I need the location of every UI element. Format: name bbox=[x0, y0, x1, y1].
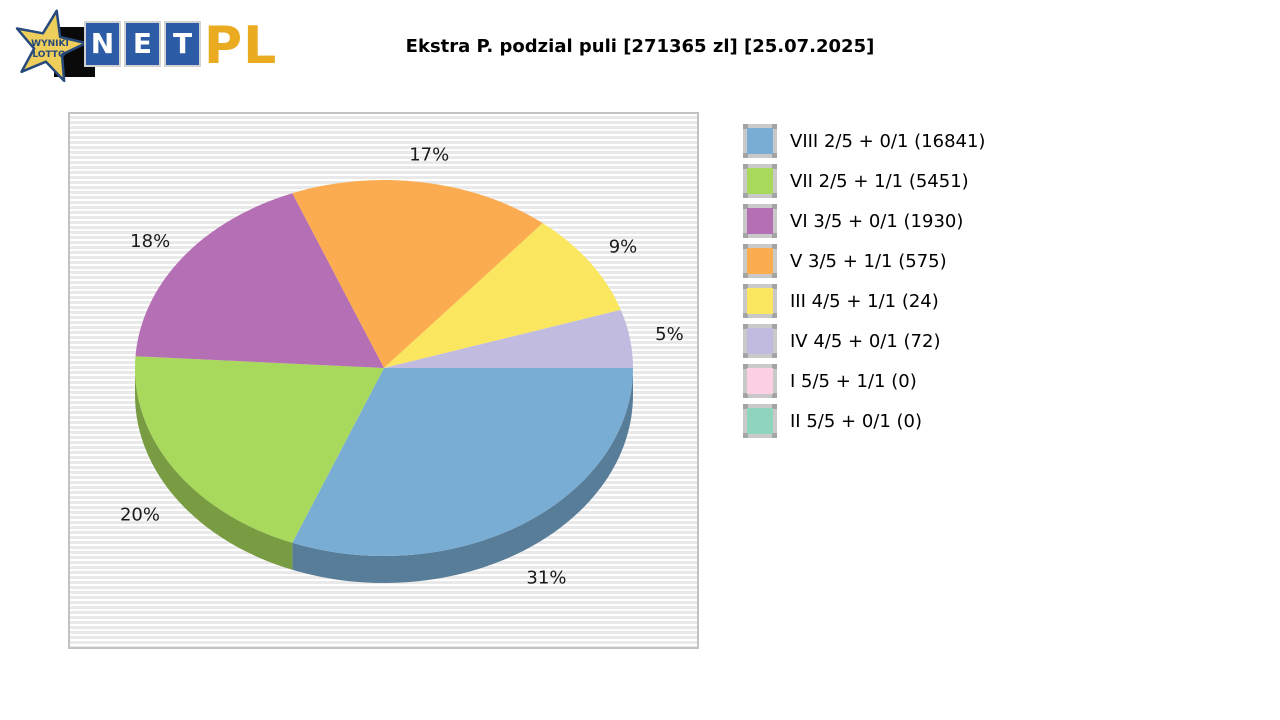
legend-label: VIII 2/5 + 0/1 (16841) bbox=[790, 130, 986, 152]
legend-item-vi: VI 3/5 + 0/1 (1930) bbox=[743, 201, 985, 241]
legend-swatch bbox=[743, 324, 777, 358]
legend-item-ii: II 5/5 + 0/1 (0) bbox=[743, 401, 985, 441]
legend-swatch bbox=[743, 124, 777, 158]
pie-percent-label-iii: 9% bbox=[609, 237, 638, 258]
logo-letter-e: E bbox=[124, 21, 161, 67]
pie-chart: 31% 20% 18% 17% 9% 5% bbox=[120, 145, 684, 589]
pie-slice-side-vii bbox=[135, 368, 293, 570]
pie-slice-v bbox=[292, 180, 543, 368]
pie-percent-label-vii: 20% bbox=[120, 505, 160, 526]
logo-letter-t: T bbox=[164, 21, 201, 67]
pie-percent-label-viii: 31% bbox=[526, 568, 566, 589]
pie-slice-iv bbox=[384, 309, 633, 368]
legend-label: V 3/5 + 1/1 (575) bbox=[790, 250, 947, 272]
pie-slice-side-viii bbox=[292, 368, 633, 583]
legend: VIII 2/5 + 0/1 (16841) VII 2/5 + 1/1 (545… bbox=[743, 121, 985, 441]
legend-swatch bbox=[743, 364, 777, 398]
pie-slice-viii bbox=[292, 368, 633, 556]
legend-swatch bbox=[743, 284, 777, 318]
legend-swatch bbox=[743, 204, 777, 238]
pie-slice-vi bbox=[135, 193, 384, 368]
legend-item-v: V 3/5 + 1/1 (575) bbox=[743, 241, 985, 281]
legend-swatch bbox=[743, 244, 777, 278]
legend-item-i: I 5/5 + 1/1 (0) bbox=[743, 361, 985, 401]
chart-area: 31% 20% 18% 17% 9% 5% bbox=[68, 112, 699, 649]
legend-item-iv: IV 4/5 + 0/1 (72) bbox=[743, 321, 985, 361]
legend-label: I 5/5 + 1/1 (0) bbox=[790, 370, 917, 392]
page-title: Ekstra P. podzial puli [271365 zl] [25.0… bbox=[405, 36, 875, 57]
site-logo[interactable]: WYNIKI LOTTO N E T PL bbox=[10, 6, 290, 90]
star-text-line2: LOTTO bbox=[32, 50, 66, 60]
legend-label: IV 4/5 + 0/1 (72) bbox=[790, 330, 941, 352]
pie-percent-label-iv: 5% bbox=[655, 324, 684, 345]
logo-pl-text: PL bbox=[204, 16, 278, 76]
legend-item-iii: III 4/5 + 1/1 (24) bbox=[743, 281, 985, 321]
star-text-line1: WYNIKI bbox=[31, 39, 69, 49]
star-shape bbox=[15, 9, 88, 83]
pie-percent-label-v: 17% bbox=[409, 145, 449, 166]
legend-swatch bbox=[743, 164, 777, 198]
legend-label: II 5/5 + 0/1 (0) bbox=[790, 410, 923, 432]
pie-slice-vii bbox=[135, 356, 384, 543]
logo-letter-n: N bbox=[84, 21, 121, 67]
legend-label: III 4/5 + 1/1 (24) bbox=[790, 290, 939, 312]
pie-slice-iii bbox=[384, 223, 621, 368]
legend-swatch bbox=[743, 404, 777, 438]
legend-item-viii: VIII 2/5 + 0/1 (16841) bbox=[743, 121, 985, 161]
legend-label: VII 2/5 + 1/1 (5451) bbox=[790, 170, 969, 192]
pie-percent-label-vi: 18% bbox=[130, 231, 170, 252]
logo-net-boxes: N E T bbox=[84, 21, 201, 67]
legend-label: VI 3/5 + 0/1 (1930) bbox=[790, 210, 964, 232]
legend-item-vii: VII 2/5 + 1/1 (5451) bbox=[743, 161, 985, 201]
